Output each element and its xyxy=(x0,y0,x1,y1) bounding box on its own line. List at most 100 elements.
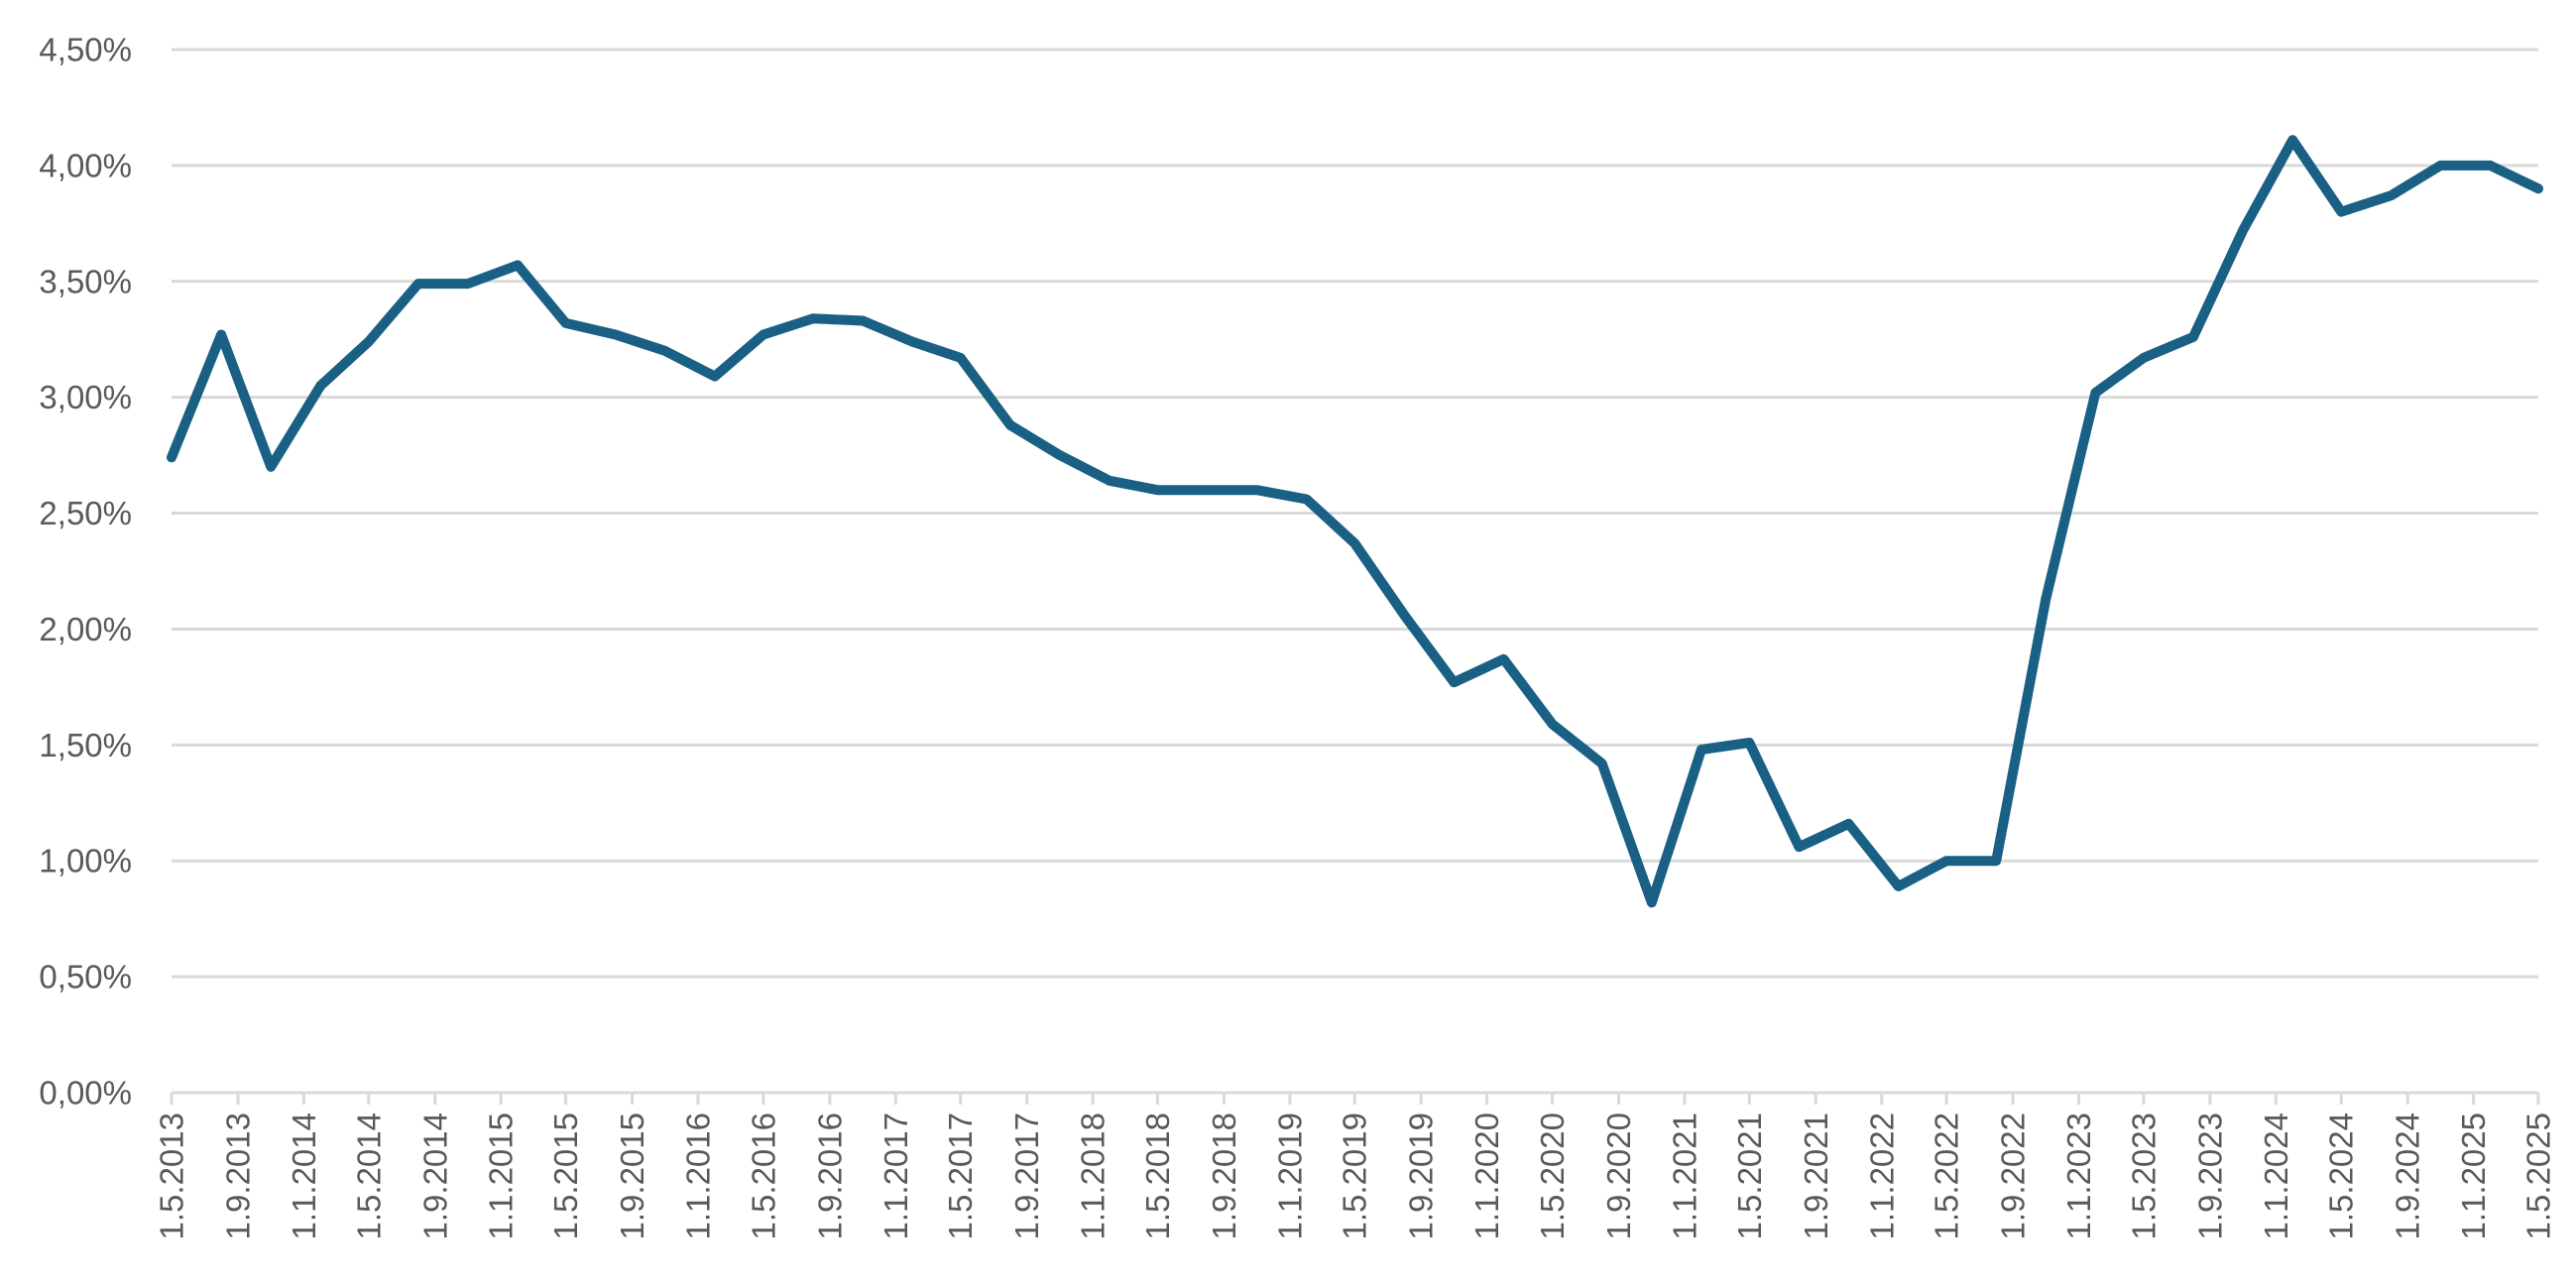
y-tick-label: 2,00% xyxy=(39,611,132,647)
x-tick-label: 1.5.2018 xyxy=(1139,1112,1176,1239)
series-line xyxy=(167,135,2543,908)
y-tick-label: 3,00% xyxy=(39,379,132,415)
data-point xyxy=(2486,161,2496,171)
data-point xyxy=(1349,538,1359,548)
data-point xyxy=(1941,856,1951,866)
data-point xyxy=(364,337,374,347)
data-point xyxy=(660,346,670,356)
y-axis: 0,00% 0,50% 1,00% 1,50% 2,00% 2,50% 3,00% 3,50%… xyxy=(39,32,132,1112)
x-tick-label: 1.1.2021 xyxy=(1666,1112,1702,1239)
x-tick-label: 1.1.2014 xyxy=(286,1112,322,1239)
data-point xyxy=(1005,420,1015,430)
data-point xyxy=(1152,485,1162,495)
x-tick-label: 1.5.2014 xyxy=(350,1112,387,1239)
data-point xyxy=(2090,388,2100,398)
data-point xyxy=(216,330,226,340)
data-point xyxy=(266,462,276,472)
data-point xyxy=(2386,190,2396,200)
x-tick-label: 1.1.2020 xyxy=(1468,1112,1505,1239)
x-tick-label: 1.9.2014 xyxy=(416,1112,453,1239)
x-tick-label: 1.5.2017 xyxy=(942,1112,979,1239)
x-tick-label: 1.1.2016 xyxy=(679,1112,716,1239)
y-tick-label: 0,00% xyxy=(39,1075,132,1112)
y-tick-label: 0,50% xyxy=(39,959,132,995)
data-point xyxy=(463,279,473,289)
x-axis: 1.5.2013 1.9.2013 1.1.2014 1.5.2014 1.9.2014… xyxy=(154,1093,2557,1239)
x-tick-label: 1.1.2024 xyxy=(2258,1112,2294,1239)
x-tick-label: 1.9.2019 xyxy=(1403,1112,1440,1239)
data-point xyxy=(561,318,571,328)
x-tick-label: 1.5.2015 xyxy=(547,1112,584,1239)
x-tick-label: 1.9.2024 xyxy=(2390,1112,2426,1239)
data-point xyxy=(2533,183,2543,193)
data-point xyxy=(1894,881,1904,891)
x-tick-label: 1.9.2016 xyxy=(811,1112,848,1239)
data-point xyxy=(2336,207,2346,217)
data-point xyxy=(2435,161,2445,171)
data-point xyxy=(956,353,966,363)
data-point xyxy=(513,260,523,270)
x-tick-label: 1.5.2021 xyxy=(1731,1112,1768,1239)
data-point xyxy=(1203,485,1213,495)
y-tick-label: 3,50% xyxy=(39,263,132,299)
data-point xyxy=(1055,450,1065,460)
x-tick-label: 1.1.2017 xyxy=(878,1112,914,1239)
data-point xyxy=(858,316,868,326)
data-point xyxy=(1548,719,1558,729)
data-point xyxy=(808,313,818,323)
data-point xyxy=(1794,842,1804,852)
x-tick-label: 1.5.2013 xyxy=(154,1112,190,1239)
x-tick-label: 1.1.2025 xyxy=(2455,1112,2492,1239)
x-tick-label: 1.9.2022 xyxy=(1995,1112,2032,1239)
x-tick-label: 1.5.2024 xyxy=(2323,1112,2360,1239)
data-point xyxy=(1449,677,1459,687)
data-point xyxy=(710,372,720,382)
x-tick-label: 1.9.2013 xyxy=(219,1112,256,1239)
y-tick-label: 1,00% xyxy=(39,843,132,879)
y-tick-label: 2,50% xyxy=(39,495,132,531)
data-point xyxy=(315,381,325,391)
x-tick-label: 1.5.2022 xyxy=(1929,1112,1965,1239)
x-tick-label: 1.9.2017 xyxy=(1008,1112,1045,1239)
data-point xyxy=(1744,738,1754,748)
x-tick-label: 1.1.2019 xyxy=(1271,1112,1308,1239)
x-tick-label: 1.5.2023 xyxy=(2125,1112,2162,1239)
x-tick-label: 1.9.2023 xyxy=(2191,1112,2228,1239)
data-point xyxy=(1597,759,1607,768)
x-tick-label: 1.1.2023 xyxy=(2060,1112,2097,1239)
y-tick-label: 1,50% xyxy=(39,727,132,763)
data-point xyxy=(167,452,176,462)
data-point xyxy=(2188,332,2198,342)
series-layer xyxy=(167,135,2543,908)
data-point xyxy=(2238,225,2248,235)
data-point xyxy=(1647,897,1657,907)
x-tick-label: 1.9.2021 xyxy=(1798,1112,1834,1239)
data-point xyxy=(2139,353,2149,363)
data-point xyxy=(1302,495,1312,505)
data-point xyxy=(1697,745,1706,755)
x-tick-label: 1.5.2025 xyxy=(2520,1112,2557,1239)
data-point xyxy=(1991,856,2001,866)
x-tick-label: 1.1.2022 xyxy=(1863,1112,1900,1239)
data-point xyxy=(907,337,917,347)
x-tick-label: 1.9.2020 xyxy=(1600,1112,1637,1239)
x-tick-label: 1.1.2015 xyxy=(483,1112,520,1239)
gridlines xyxy=(172,48,2538,1095)
x-tick-label: 1.9.2018 xyxy=(1206,1112,1242,1239)
data-point xyxy=(1105,476,1114,486)
x-tick-label: 1.9.2015 xyxy=(614,1112,650,1239)
data-point xyxy=(2041,594,2050,604)
data-point xyxy=(1499,654,1509,664)
data-point xyxy=(2287,135,2297,145)
data-point xyxy=(1399,610,1409,620)
data-point xyxy=(759,330,768,340)
data-point xyxy=(1844,819,1854,829)
x-tick-label: 1.5.2016 xyxy=(745,1112,781,1239)
y-tick-label: 4,50% xyxy=(39,32,132,68)
y-tick-label: 4,00% xyxy=(39,147,132,183)
data-point xyxy=(413,279,423,289)
data-point xyxy=(611,330,621,340)
x-tick-label: 1.1.2018 xyxy=(1075,1112,1112,1239)
